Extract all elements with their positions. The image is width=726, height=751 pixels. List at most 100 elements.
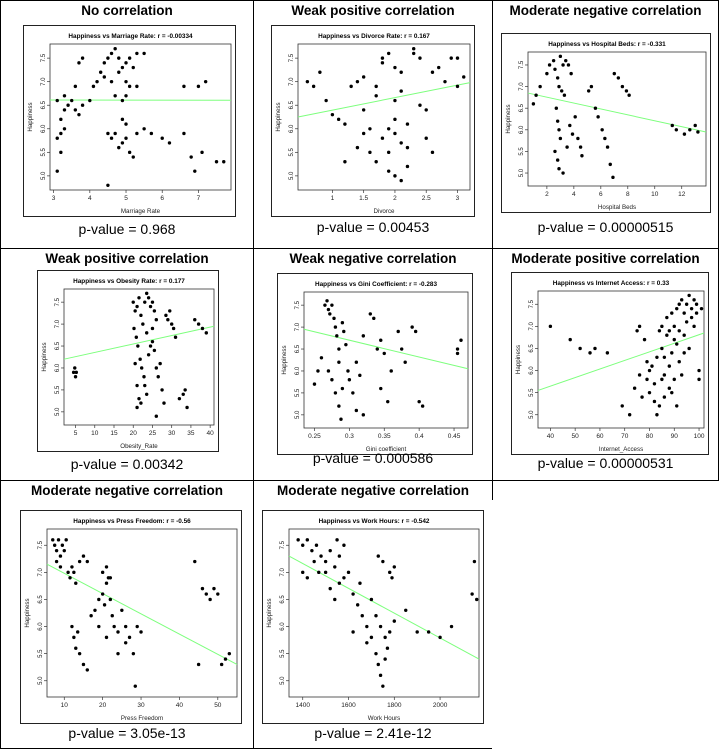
data-point bbox=[200, 150, 204, 155]
data-point bbox=[365, 624, 369, 629]
data-point bbox=[68, 576, 72, 580]
data-point bbox=[551, 58, 556, 63]
data-point bbox=[120, 98, 125, 103]
data-point bbox=[369, 597, 374, 602]
data-point bbox=[127, 56, 132, 60]
y-tick-label: 6.0 bbox=[280, 622, 286, 631]
data-point bbox=[141, 322, 145, 326]
data-point bbox=[133, 309, 137, 313]
data-point bbox=[112, 624, 116, 629]
data-point bbox=[200, 586, 205, 591]
data-point bbox=[135, 51, 139, 56]
data-point bbox=[182, 84, 186, 89]
data-point bbox=[62, 548, 66, 553]
data-point bbox=[355, 603, 360, 607]
plot-box bbox=[303, 291, 469, 429]
data-point bbox=[337, 554, 342, 558]
x-axis-label: Work Hours bbox=[368, 715, 401, 722]
x-tick-label: 40 bbox=[176, 702, 184, 709]
data-point bbox=[672, 377, 676, 382]
y-tick-label: 6.0 bbox=[41, 124, 47, 133]
data-point bbox=[347, 378, 352, 382]
data-point bbox=[689, 306, 694, 311]
data-point bbox=[455, 347, 460, 351]
data-point bbox=[144, 291, 149, 296]
data-point bbox=[687, 346, 691, 351]
data-point bbox=[326, 307, 331, 312]
x-tick-label: 100 bbox=[694, 433, 705, 440]
data-point bbox=[193, 559, 197, 564]
data-point bbox=[124, 122, 128, 126]
y-axis-label: Happiness bbox=[281, 345, 288, 374]
data-point bbox=[565, 145, 569, 149]
data-point bbox=[396, 329, 400, 334]
x-tick-label: 50 bbox=[572, 433, 580, 440]
y-tick-label: 7.0 bbox=[55, 319, 61, 328]
regression-line bbox=[303, 328, 469, 370]
data-point bbox=[120, 141, 125, 145]
data-point bbox=[104, 581, 109, 585]
data-point bbox=[127, 635, 132, 640]
data-point bbox=[662, 373, 667, 377]
data-point bbox=[667, 386, 672, 390]
grid-line bbox=[0, 248, 718, 249]
data-point bbox=[71, 370, 76, 375]
x-tick-label: 3 bbox=[52, 195, 56, 202]
data-point bbox=[337, 347, 341, 351]
data-point bbox=[430, 70, 435, 74]
cell-title: Moderate negative correlation bbox=[509, 3, 702, 18]
data-point bbox=[696, 130, 700, 134]
y-axis-label: Happiness bbox=[24, 598, 31, 627]
data-point bbox=[152, 348, 157, 353]
data-point bbox=[336, 117, 341, 122]
data-point bbox=[154, 318, 159, 322]
data-point bbox=[73, 366, 77, 370]
p-value-label: p-value = 0.000586 bbox=[312, 450, 434, 466]
data-point bbox=[627, 413, 632, 417]
data-point bbox=[568, 123, 572, 128]
y-tick-label: 7.0 bbox=[280, 568, 286, 577]
data-point bbox=[182, 131, 186, 136]
data-point bbox=[449, 56, 453, 60]
data-point bbox=[557, 167, 561, 171]
data-point bbox=[74, 646, 78, 650]
x-tick-label: 70 bbox=[621, 433, 629, 440]
data-point bbox=[365, 641, 369, 645]
data-point bbox=[568, 337, 572, 342]
data-point bbox=[660, 377, 664, 382]
plot-box bbox=[63, 288, 215, 426]
y-tick-label: 6.5 bbox=[55, 341, 61, 350]
data-point bbox=[449, 624, 454, 629]
cell-title: Weak negative correlation bbox=[289, 251, 457, 266]
y-tick-label: 5.0 bbox=[55, 407, 61, 416]
plot-frame: Happiness vs Obesity Rate: r = 0.177 5 10 1… bbox=[37, 270, 219, 452]
data-point bbox=[351, 630, 355, 634]
y-tick-label: 7.5 bbox=[41, 53, 47, 62]
data-point bbox=[102, 75, 107, 79]
data-point bbox=[620, 84, 625, 89]
data-point bbox=[554, 106, 559, 110]
chart-cell: No correlation Happiness vs Marriage Rate… bbox=[1, 1, 253, 248]
data-point bbox=[152, 309, 157, 313]
data-point bbox=[135, 405, 139, 410]
data-point bbox=[573, 115, 577, 119]
data-point bbox=[85, 559, 90, 564]
grid-line bbox=[0, 748, 492, 749]
y-tick-label: 7.5 bbox=[529, 299, 535, 308]
data-point bbox=[349, 84, 353, 89]
x-tick-label: 20 bbox=[130, 430, 138, 437]
data-point bbox=[340, 321, 345, 325]
data-point bbox=[399, 178, 403, 183]
data-point bbox=[223, 657, 228, 661]
data-point bbox=[146, 296, 151, 300]
data-point bbox=[561, 171, 565, 175]
data-point bbox=[534, 93, 538, 97]
data-point bbox=[216, 592, 220, 596]
chart-cell: Weak negative correlation Happiness vs Gi… bbox=[254, 249, 492, 480]
y-tick-label: 5.0 bbox=[519, 168, 525, 177]
data-point bbox=[557, 128, 561, 132]
data-point bbox=[339, 417, 343, 421]
data-point bbox=[443, 79, 447, 84]
data-point bbox=[343, 122, 347, 126]
data-point bbox=[645, 377, 649, 382]
